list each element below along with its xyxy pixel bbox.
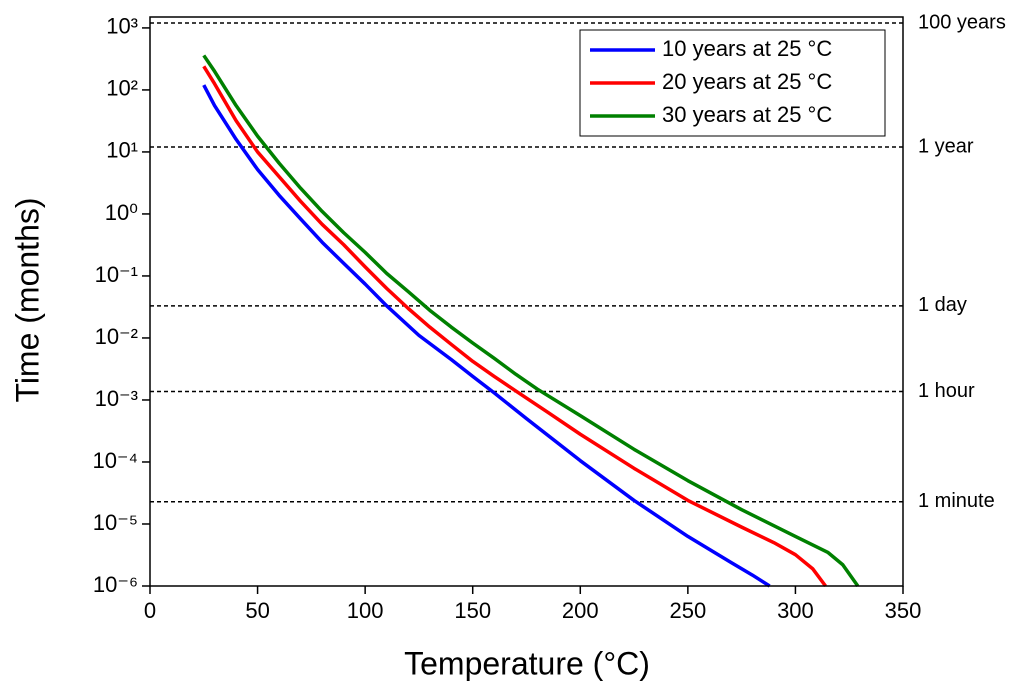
y-tick-label: 10⁻⁵ <box>93 510 138 535</box>
reference-label: 1 year <box>918 135 974 157</box>
reference-label: 1 minute <box>918 490 995 512</box>
y-tick-label: 10³ <box>106 14 138 39</box>
y-tick-label: 10² <box>106 76 138 101</box>
legend-label: 20 years at 25 °C <box>662 69 832 94</box>
y-tick-label: 10⁻⁴ <box>92 448 138 473</box>
legend-label: 30 years at 25 °C <box>662 102 832 127</box>
reference-label: 100 years <box>918 11 1006 33</box>
y-tick-label: 10⁻³ <box>95 386 138 411</box>
y-tick-label: 10⁰ <box>105 200 138 225</box>
line-series <box>202 54 860 588</box>
y-tick-label: 10¹ <box>106 138 138 163</box>
x-tick-label: 150 <box>454 598 491 623</box>
line-series <box>202 84 771 588</box>
x-tick-label: 0 <box>144 598 156 623</box>
y-axis-title: Time (months) <box>9 197 45 402</box>
reference-label: 1 hour <box>918 380 975 402</box>
x-tick-label: 250 <box>669 598 706 623</box>
reference-label: 1 day <box>918 294 967 316</box>
x-axis-title: Temperature (°C) <box>404 645 650 681</box>
legend-label: 10 years at 25 °C <box>662 36 832 61</box>
x-tick-label: 350 <box>885 598 922 623</box>
line-series <box>202 65 827 588</box>
x-tick-label: 200 <box>562 598 599 623</box>
y-tick-label: 10⁻¹ <box>95 262 138 287</box>
y-tick-label: 10⁻² <box>95 324 138 349</box>
x-tick-label: 300 <box>777 598 814 623</box>
plot-frame <box>149 16 904 587</box>
x-tick-label: 100 <box>347 598 384 623</box>
x-tick-label: 50 <box>245 598 269 623</box>
y-tick-label: 10⁻⁶ <box>93 572 138 597</box>
